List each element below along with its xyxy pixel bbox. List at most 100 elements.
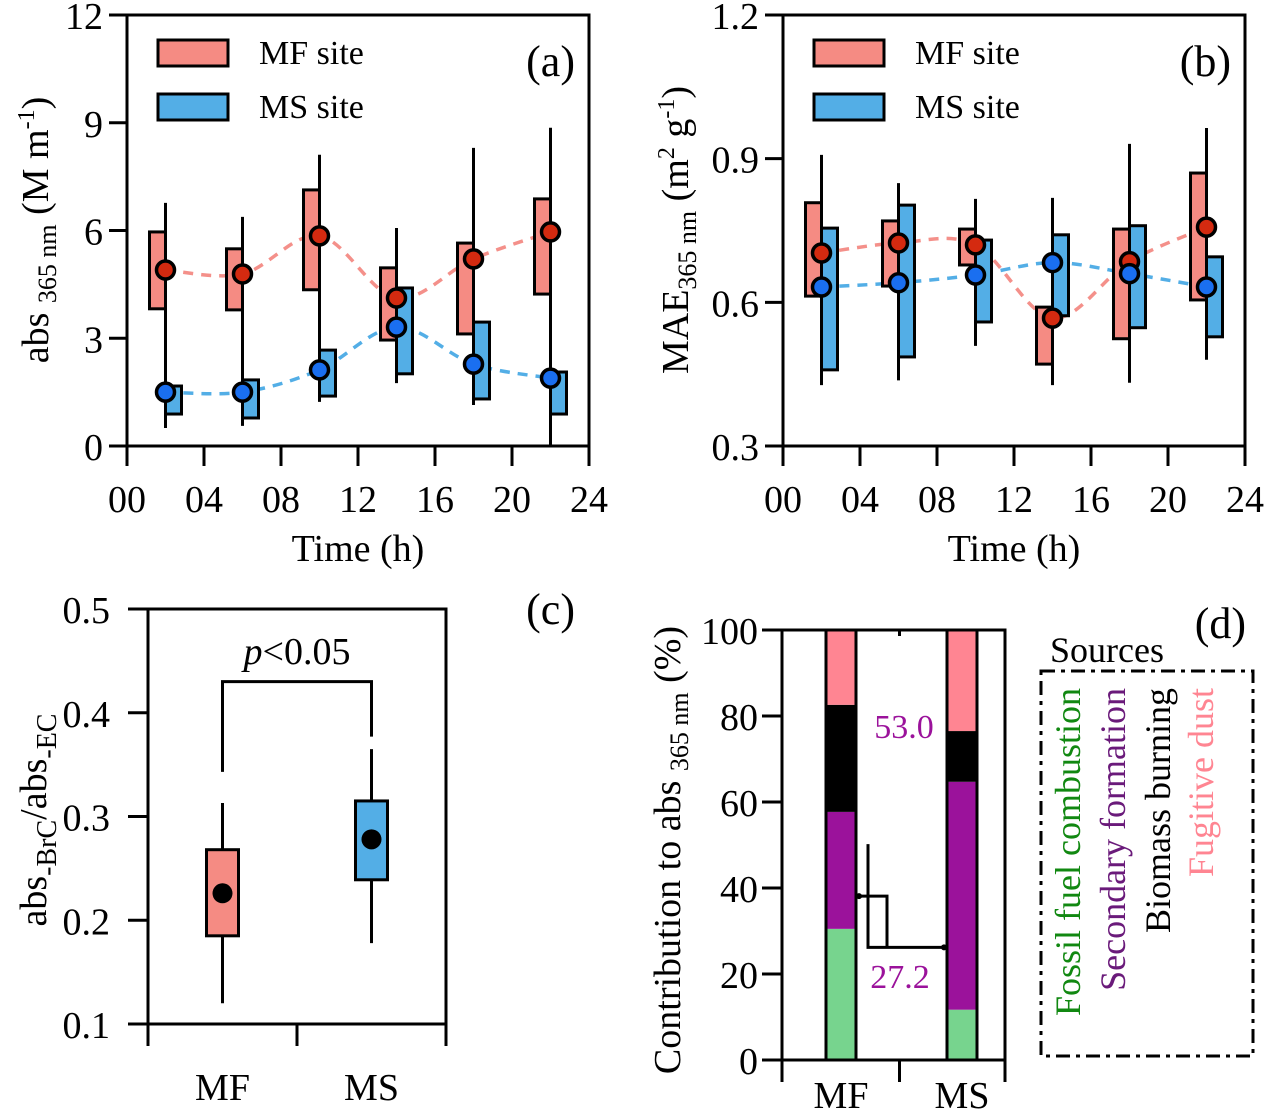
- y-tick-label: 1.2: [712, 0, 760, 38]
- bar-outline: [824, 628, 858, 1062]
- x-tick-label: 24: [1226, 479, 1264, 521]
- bar-segment-biomass-burning: [826, 704, 856, 812]
- mf-box: [533, 197, 552, 296]
- ms-trend-line: [821, 260, 1207, 289]
- mf-mean-point: [212, 883, 233, 904]
- ms-mean-point: [964, 264, 987, 286]
- ms-mean-point: [1041, 251, 1064, 274]
- x-tick-label: 16: [416, 479, 454, 521]
- y-tick-label: 0: [739, 1041, 758, 1083]
- x-tick-label: MS: [344, 1067, 399, 1109]
- x-tick-label: 04: [841, 479, 879, 521]
- y-tick-label: 0: [84, 427, 103, 469]
- panel-label: (b): [1180, 37, 1231, 86]
- legend-label: MF site: [915, 35, 1020, 72]
- x-tick-label: 04: [185, 479, 223, 521]
- ms-mean-point: [887, 271, 910, 294]
- y-tick-label: 0.6: [712, 283, 760, 325]
- x-tick-label: 20: [1149, 479, 1187, 521]
- ms-mean-point: [462, 353, 485, 375]
- x-tick-label: 24: [570, 479, 608, 521]
- x-tick-label: MF: [814, 1075, 869, 1111]
- y-tick-label: 0.2: [63, 901, 111, 943]
- bar-segment-secondary-formation: [947, 781, 977, 1010]
- significance-label: p<0.05: [241, 631, 351, 673]
- bar-segment-secondary-formation: [826, 811, 856, 929]
- annotation-anchor: [941, 944, 947, 951]
- ms-mean-point: [539, 367, 562, 389]
- mf-mean-point: [308, 225, 331, 247]
- legend-title: Sources: [1050, 630, 1164, 670]
- y-axis-label: Contribution to abs 365 nm (%): [647, 626, 694, 1074]
- legend-label: Secondary formation: [1093, 688, 1133, 991]
- y-tick-label: 100: [701, 611, 758, 653]
- x-tick-label: MF: [195, 1067, 250, 1109]
- x-tick-label: 00: [764, 479, 802, 521]
- annotation-label: 53.0: [874, 709, 934, 746]
- bar-segment-fugitive-dust: [826, 630, 856, 705]
- ms-mean-point: [231, 381, 254, 403]
- panel-d: 0 20 40 60 80 100 MF MS (d) 27.2 53.0 Contribution …: [647, 599, 1255, 1111]
- y-tick-label: 80: [720, 697, 758, 739]
- plot-frame: [125, 13, 591, 448]
- x-tick-label: 00: [108, 479, 146, 521]
- mf-mean-point: [964, 234, 987, 256]
- y-tick-label: 0.5: [63, 590, 111, 632]
- legend-label: Fugitive dust: [1181, 688, 1221, 877]
- plot-frame: [781, 13, 1247, 448]
- panel-label: (d): [1195, 599, 1246, 648]
- annotation-label: 27.2: [870, 959, 930, 996]
- x-axis-label: Time (h): [292, 528, 425, 570]
- ms-box: [820, 226, 839, 372]
- panel-label: (c): [526, 585, 575, 634]
- legend-label: Biomass burning: [1138, 688, 1178, 933]
- x-tick-label: 08: [918, 479, 956, 521]
- mf-mean-point: [462, 248, 485, 270]
- legend-label: MF site: [259, 35, 364, 72]
- legend-swatch: [156, 92, 230, 122]
- y-tick-label: 12: [65, 0, 103, 38]
- panel-b: 0.3 0.6 0.9 1.2 00 04 08 12 16 20 24 Time (h) (b) MF …: [654, 0, 1264, 570]
- plot-frame: [780, 628, 1007, 1062]
- mf-mean-point: [1041, 307, 1064, 329]
- y-axis-label: MAE365 nm (m2 g-1): [654, 86, 702, 374]
- ms-mean-point: [361, 829, 382, 850]
- bar-segment-fugitive-dust: [947, 630, 977, 732]
- ms-mean-point: [1195, 276, 1218, 298]
- ms-mean-point: [385, 316, 408, 338]
- legend-swatch: [156, 38, 230, 68]
- panel-label: (a): [526, 37, 575, 86]
- mf-trend-line: [821, 225, 1208, 320]
- legend-label: MS site: [259, 89, 364, 126]
- x-tick-label: 20: [493, 479, 531, 521]
- x-tick-label: MS: [935, 1075, 990, 1111]
- mf-mean-point: [154, 259, 177, 281]
- bar-segment-biomass-burning: [947, 731, 977, 782]
- legend-label: MS site: [915, 89, 1020, 126]
- bar-segment-fossil-fuel-combustion: [826, 928, 856, 1060]
- mf-trend-line: [165, 230, 552, 300]
- y-tick-label: 0.3: [63, 798, 111, 840]
- panel-a: 0 3 6 9 12 00 04 08 12 16 20 24 Time (h) (a) MF site MS…: [14, 0, 608, 570]
- y-tick-label: 0.4: [63, 694, 111, 736]
- y-tick-label: 20: [720, 955, 758, 997]
- ms-mean-point: [308, 359, 331, 381]
- y-tick-label: 3: [84, 319, 103, 361]
- y-tick-label: 40: [720, 869, 758, 911]
- y-tick-label: 0.3: [712, 427, 760, 469]
- mf-mean-point: [385, 287, 408, 309]
- bar-segment-fossil-fuel-combustion: [947, 1009, 977, 1060]
- annotation-leader: [866, 844, 945, 949]
- ms-box: [1051, 233, 1070, 318]
- mf-mean-point: [231, 263, 254, 285]
- legend-swatch: [812, 38, 886, 68]
- y-tick-label: 9: [84, 104, 103, 146]
- legend-box: [1039, 669, 1255, 1058]
- x-tick-label: 08: [262, 479, 300, 521]
- legend-label: Fossil fuel combustion: [1048, 688, 1088, 1016]
- mf-mean-point: [810, 242, 833, 264]
- mf-mean-point: [539, 221, 562, 243]
- mf-mean-point: [887, 232, 910, 254]
- x-tick-label: 16: [1072, 479, 1110, 521]
